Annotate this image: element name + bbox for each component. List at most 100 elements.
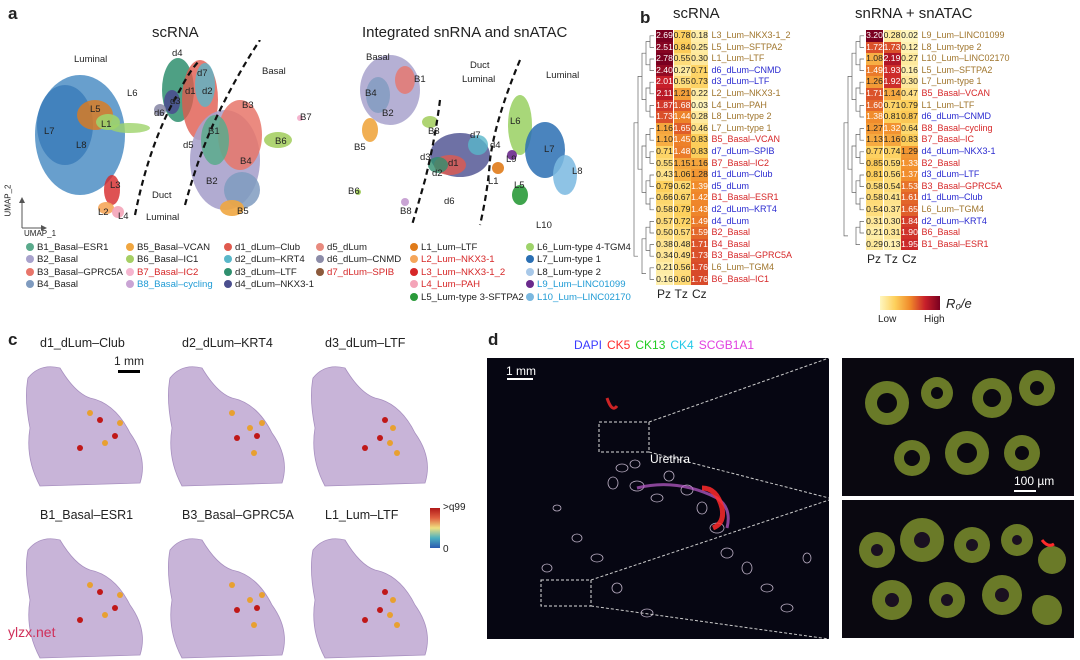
heatmap-left-cell: 1.39 [691, 180, 708, 193]
legend-swatch [126, 267, 134, 276]
stain-label: SCGB1A1 [698, 338, 755, 352]
heatmap-left-cell: 0.79 [673, 204, 691, 216]
heatmap-left-row-label: B6_Basal–IC1 [711, 273, 770, 284]
heatmap-left-cell: 1.73 [691, 250, 708, 262]
heatmap-right-row-label: d6_dLum–CNMD [921, 111, 992, 122]
legend-swatch [26, 267, 34, 276]
heatmap-right-row-label: d2_dLum–KRT4 [921, 215, 987, 226]
legend-label: L9_Lum–LINC01099 [537, 279, 626, 291]
heatmap-right-cell: 0.56 [883, 169, 901, 181]
dendrogram-link [855, 41, 860, 66]
spatial-colorbar-top: >q99 [443, 502, 466, 513]
heatmap-left-cell: 0.66 [656, 192, 673, 204]
heatmap-left-cell: 0.55 [656, 157, 673, 170]
heatmap-right-cell: 0.83 [901, 134, 918, 146]
heatmap-right-cell: 1.93 [883, 64, 901, 77]
umap2-label-d4: d4 [490, 140, 501, 151]
umap2-region-duct: Duct [470, 60, 490, 71]
dendrogram-link [859, 197, 864, 211]
heatmap-right-cell: 1.71 [866, 88, 883, 100]
legend-label: d6_dLum–CNMD [327, 254, 402, 266]
heatmap-left-cell: 1.68 [673, 99, 691, 112]
tissue-scale-label: 1 mm [114, 354, 144, 368]
heatmap-left-cell: 0.78 [673, 30, 691, 42]
heatmap-left-cell: 0.49 [673, 250, 691, 262]
expression-spot [377, 435, 383, 441]
if-zoom-bottom [842, 500, 1074, 638]
expression-spot [234, 435, 240, 441]
heatmap-right-cell: 0.79 [901, 99, 918, 112]
legend-item: L7_Lum-type 1 [526, 254, 601, 266]
umap2-label-L5: L5 [514, 180, 525, 191]
expression-spot [117, 420, 123, 426]
expression-spot [102, 440, 108, 446]
heatmap-left-row-label: B1_Basal–ESR1 [711, 192, 779, 203]
heatmap-left-cell: 0.16 [656, 273, 673, 286]
heatmap-right-row-label: L6_Lum–TGM4 [921, 204, 985, 214]
heatmap-right-row-label: B3_Basal–GPRC5A [921, 180, 1003, 191]
panel-a-title-left: scRNA [152, 24, 199, 41]
umap-region-luminal: Luminal [74, 54, 108, 65]
legend-swatch [316, 267, 324, 276]
if-image-main [487, 358, 829, 639]
heatmap-left-row-label: d5_dLum [711, 180, 750, 191]
heatmap-right-cell: 1.72 [866, 41, 883, 54]
heatmap-right-cell: 1.65 [901, 204, 918, 216]
umap2-region-luminal: Luminal [546, 70, 580, 81]
expression-spot [259, 592, 265, 598]
heatmap-left-cell: 0.55 [673, 76, 691, 88]
legend-swatch [526, 280, 534, 289]
expression-spot [259, 420, 265, 426]
heatmap-legend-title: R₀/e [946, 296, 972, 311]
heatmap-left-cell: 2.51 [656, 41, 673, 54]
legend-swatch [410, 255, 418, 264]
heatmap-left-row-label: B7_Basal–IC2 [711, 157, 770, 168]
expression-spot [87, 582, 93, 588]
heatmap-right-cell: 0.81 [866, 169, 883, 181]
umap-scrna [35, 40, 303, 218]
heatmap-left-cell: 1.10 [656, 134, 673, 146]
if-scale-main: 1 mm [506, 364, 536, 378]
heatmap-right-cell: 0.54 [883, 180, 901, 193]
heatmap-right-row-label: L5_Lum–SFTPA2 [921, 64, 993, 75]
heatmap-right-row-label: B7_Basal–IC [921, 134, 975, 145]
heatmap-left-cell: 0.57 [673, 227, 691, 239]
heatmap-right-cell: 1.33 [901, 157, 918, 170]
legend-swatch [526, 255, 534, 264]
heatmap-right-row-label: B2_Basal [921, 157, 961, 168]
stain-label: CK13 [635, 338, 666, 352]
umap-region-duct-luminal: Luminal [146, 212, 180, 223]
expression-spot [390, 425, 396, 431]
expression-spot [387, 440, 393, 446]
heatmap-left-row-label: L8_Lum-type 2 [711, 111, 772, 122]
heatmap-left-row-label: d1_dLum–Club [711, 169, 773, 180]
panel-b-letter: b [640, 8, 651, 27]
umap-region-duct: Duct [152, 190, 172, 201]
heatmap-right-cell: 0.16 [901, 64, 918, 77]
legend-label: L3_Lum–NKX3-1_2 [421, 266, 506, 278]
dendrogram-link [645, 180, 650, 205]
expression-spot [394, 622, 400, 628]
dendrogram-link [649, 244, 654, 257]
if-scale-zoom: 100 µm [1014, 474, 1055, 488]
legend-label: B6_Basal–IC1 [137, 254, 199, 266]
dendrogram-link [859, 221, 864, 234]
expression-spot [112, 433, 118, 439]
heatmap-left-row-label: B2_Basal [711, 227, 751, 238]
legend-item: L4_Lum–PAH [410, 279, 480, 291]
panel-c-letter: c [8, 330, 18, 349]
umap2-label-d1: d1 [448, 158, 459, 169]
legend-swatch [26, 255, 34, 264]
expression-spot [87, 410, 93, 416]
legend-item: L6_Lum-type 4-TGM4 [526, 242, 631, 254]
umap-label-B5: B5 [237, 206, 249, 217]
heatmap-right-cell: 0.58 [866, 192, 883, 204]
legend-label: d2_dLum–KRT4 [235, 254, 305, 266]
expression-spot [97, 417, 103, 423]
umap2-label-L8: L8 [572, 166, 583, 177]
legend-label: B3_Basal–GPRC5A [37, 266, 123, 278]
legend-item: L1_Lum–LTF [410, 242, 477, 254]
legend-swatch [26, 280, 34, 289]
dendrogram-link [649, 81, 654, 95]
tissue-title: L1_Lum–LTF [325, 508, 399, 522]
